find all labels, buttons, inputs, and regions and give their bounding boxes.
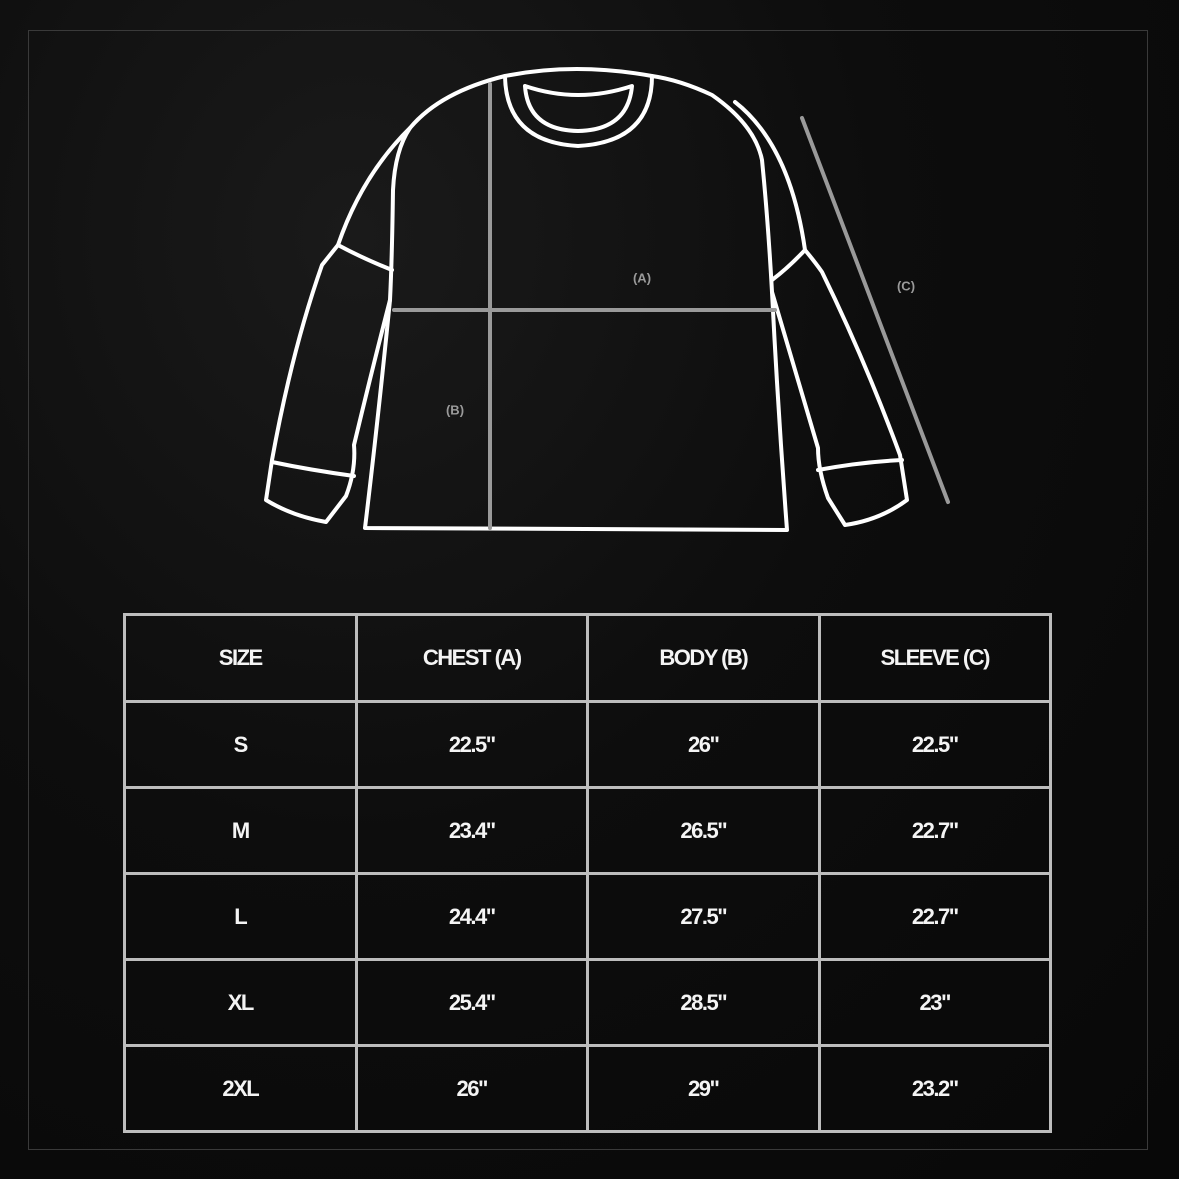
table-row: M 23.4" 26.5" 22.7" xyxy=(123,786,1052,875)
cell-size: 2XL xyxy=(123,1044,358,1133)
left-elbow-seam xyxy=(336,243,394,272)
cell-body: 29" xyxy=(586,1044,821,1133)
cell-chest: 24.4" xyxy=(354,872,589,961)
header-body: BODY (B) xyxy=(586,613,821,703)
body-outline xyxy=(363,74,789,532)
cell-sleeve: 22.5" xyxy=(817,700,1052,789)
left-cuff-seam xyxy=(270,460,356,478)
table-row: XL 25.4" 28.5" 23" xyxy=(123,958,1052,1047)
chest-label: (A) xyxy=(632,270,652,286)
cell-sleeve: 23" xyxy=(817,958,1052,1047)
sleeve-label: (C) xyxy=(896,278,916,294)
cell-chest: 22.5" xyxy=(354,700,589,789)
header-chest: CHEST (A) xyxy=(354,613,589,703)
header-sleeve: SLEEVE (C) xyxy=(817,613,1052,703)
table-row: L 24.4" 27.5" 22.7" xyxy=(123,872,1052,961)
right-elbow-seam xyxy=(770,248,807,282)
table-row: S 22.5" 26" 22.5" xyxy=(123,700,1052,789)
table-header-row: SIZE CHEST (A) BODY (B) SLEEVE (C) xyxy=(123,613,1052,703)
cell-body: 27.5" xyxy=(586,872,821,961)
cell-sleeve: 22.7" xyxy=(817,872,1052,961)
size-table: SIZE CHEST (A) BODY (B) SLEEVE (C) S 22.… xyxy=(123,613,1052,1133)
collar-rib xyxy=(523,84,634,133)
cell-body: 26.5" xyxy=(586,786,821,875)
table-row: 2XL 26" 29" 23.2" xyxy=(123,1044,1052,1133)
cell-size: XL xyxy=(123,958,358,1047)
right-sleeve xyxy=(733,100,909,527)
cell-chest: 23.4" xyxy=(354,786,589,875)
cell-size: S xyxy=(123,700,358,789)
cell-size: M xyxy=(123,786,358,875)
right-cuff-seam xyxy=(816,458,904,472)
header-size: SIZE xyxy=(123,613,358,703)
cell-sleeve: 23.2" xyxy=(817,1044,1052,1133)
cell-chest: 25.4" xyxy=(354,958,589,1047)
frame-border xyxy=(28,30,1148,1150)
cell-chest: 26" xyxy=(354,1044,589,1133)
cell-body: 26" xyxy=(586,700,821,789)
body-label: (B) xyxy=(445,402,465,418)
collar-outline xyxy=(503,67,654,148)
cell-sleeve: 22.7" xyxy=(817,786,1052,875)
sleeve-measure-line xyxy=(800,116,950,504)
cell-size: L xyxy=(123,872,358,961)
cell-body: 28.5" xyxy=(586,958,821,1047)
